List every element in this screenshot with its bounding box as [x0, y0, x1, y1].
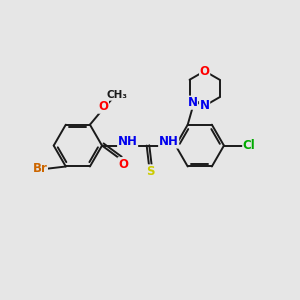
Text: Br: Br — [32, 162, 47, 176]
Text: O: O — [118, 158, 128, 171]
Text: O: O — [98, 100, 109, 113]
Text: NH: NH — [118, 135, 138, 148]
Text: N: N — [200, 99, 210, 112]
Text: Cl: Cl — [243, 139, 256, 152]
Text: N: N — [188, 96, 197, 109]
Text: NH: NH — [159, 135, 178, 148]
Text: S: S — [146, 165, 155, 178]
Text: O: O — [200, 64, 210, 78]
Text: CH₃: CH₃ — [107, 90, 128, 100]
